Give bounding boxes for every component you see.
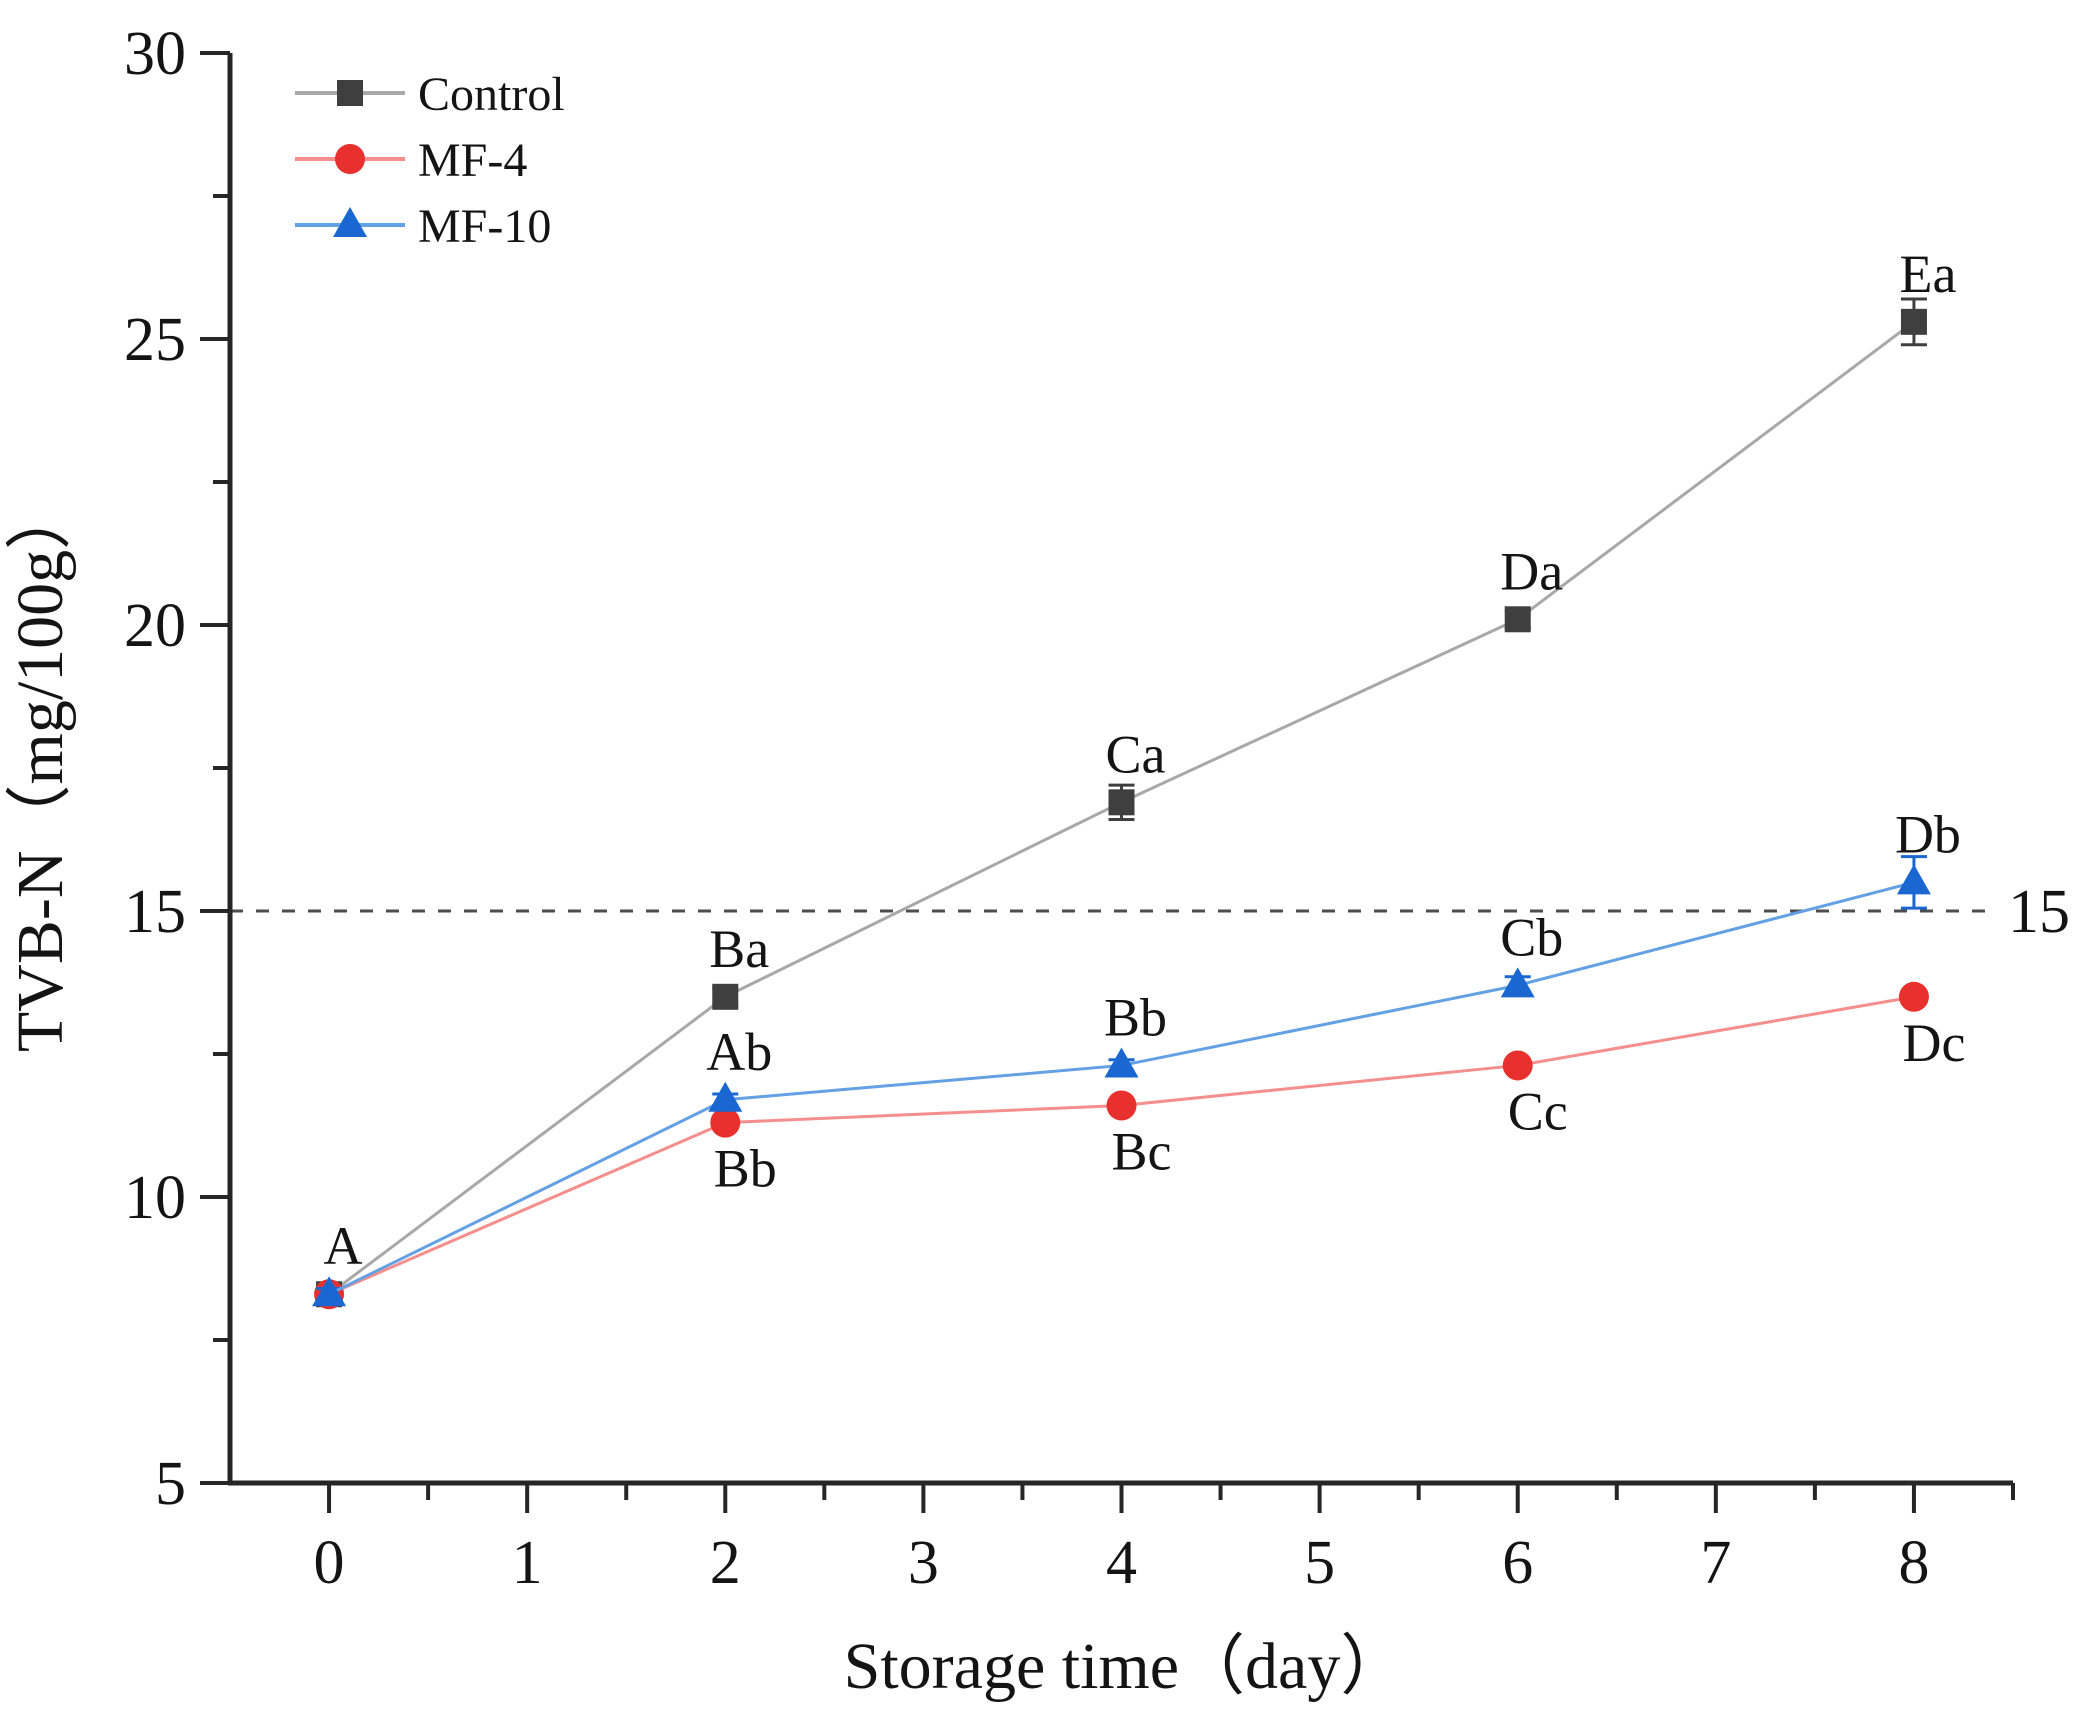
x-tick-label: 3 [908, 1529, 939, 1597]
axes-layer: 5 10 15 20 25 30 0 1 2 3 4 5 6 7 8 [124, 20, 2015, 1597]
significance-label: Dc [1902, 1013, 1965, 1073]
significance-label: Cb [1500, 907, 1563, 967]
data-point-marker [1898, 981, 1929, 1012]
legend-item-mf-10: MF-10 [295, 200, 551, 253]
significance-label: Bc [1112, 1121, 1172, 1181]
y-axis-title: TVB-N（mg/100g） [4, 484, 77, 1052]
significance-label: A [324, 1216, 363, 1276]
x-tick-label: 5 [1304, 1529, 1335, 1597]
threshold-line-label: 15 [2008, 878, 2070, 946]
x-tick-label: 1 [512, 1529, 543, 1597]
y-tick-label: 20 [124, 592, 186, 660]
legend-label: Control [418, 68, 565, 121]
y-tick-label: 5 [155, 1450, 186, 1518]
significance-label: Bb [1104, 987, 1167, 1047]
significance-label: Cc [1508, 1081, 1568, 1141]
x-tick-label: 2 [710, 1529, 741, 1597]
data-point-marker [1900, 308, 1927, 335]
series-control: A Ba Ca Da Ea [316, 244, 1956, 1308]
significance-label: Ba [709, 919, 769, 979]
y-tick-label: 15 [124, 878, 186, 946]
x-tick-label: 8 [1898, 1529, 1929, 1597]
y-tick-label: 30 [124, 20, 186, 88]
x-axis-title: Storage time（day） [844, 1630, 1407, 1703]
series-layer: A Ba Ca Da Ea Bb Bc Cc Dc Ab Bb Cb Db [312, 244, 1965, 1310]
legend-label: MF-10 [418, 200, 551, 253]
data-point-marker [1504, 606, 1531, 633]
series-mf-10: Ab Bb Cb Db [312, 804, 1961, 1307]
legend: Control MF-4 MF-10 [295, 68, 565, 253]
series-line [328, 880, 1915, 1296]
x-tick-label: 7 [1700, 1529, 1731, 1597]
significance-label: Bb [714, 1139, 777, 1199]
data-point-marker [1108, 789, 1135, 816]
significance-label: Da [1500, 541, 1563, 601]
y-tick-label: 10 [124, 1164, 186, 1232]
data-point-marker [1500, 967, 1535, 998]
significance-label: Ea [1899, 244, 1956, 304]
significance-label: Ca [1106, 724, 1166, 784]
x-tick-label: 6 [1502, 1529, 1533, 1597]
data-point-marker [708, 1081, 743, 1112]
legend-item-mf-4: MF-4 [295, 134, 527, 187]
data-point-marker [1896, 864, 1931, 895]
legend-marker [333, 207, 367, 237]
data-point-marker [1502, 1050, 1533, 1081]
legend-marker [335, 144, 365, 174]
y-tick-label: 25 [124, 306, 186, 374]
x-tick-label: 4 [1106, 1529, 1137, 1597]
data-point-marker [312, 1276, 347, 1307]
data-point-marker [1106, 1090, 1137, 1121]
x-tick-label: 0 [314, 1529, 345, 1597]
legend-item-control: Control [295, 68, 565, 121]
significance-label: Db [1895, 804, 1961, 864]
data-point-marker [710, 1107, 741, 1138]
legend-marker [337, 80, 363, 106]
data-point-marker [712, 983, 739, 1010]
legend-label: MF-4 [418, 134, 527, 187]
data-point-marker [1104, 1047, 1139, 1078]
significance-label: Ab [706, 1022, 772, 1082]
